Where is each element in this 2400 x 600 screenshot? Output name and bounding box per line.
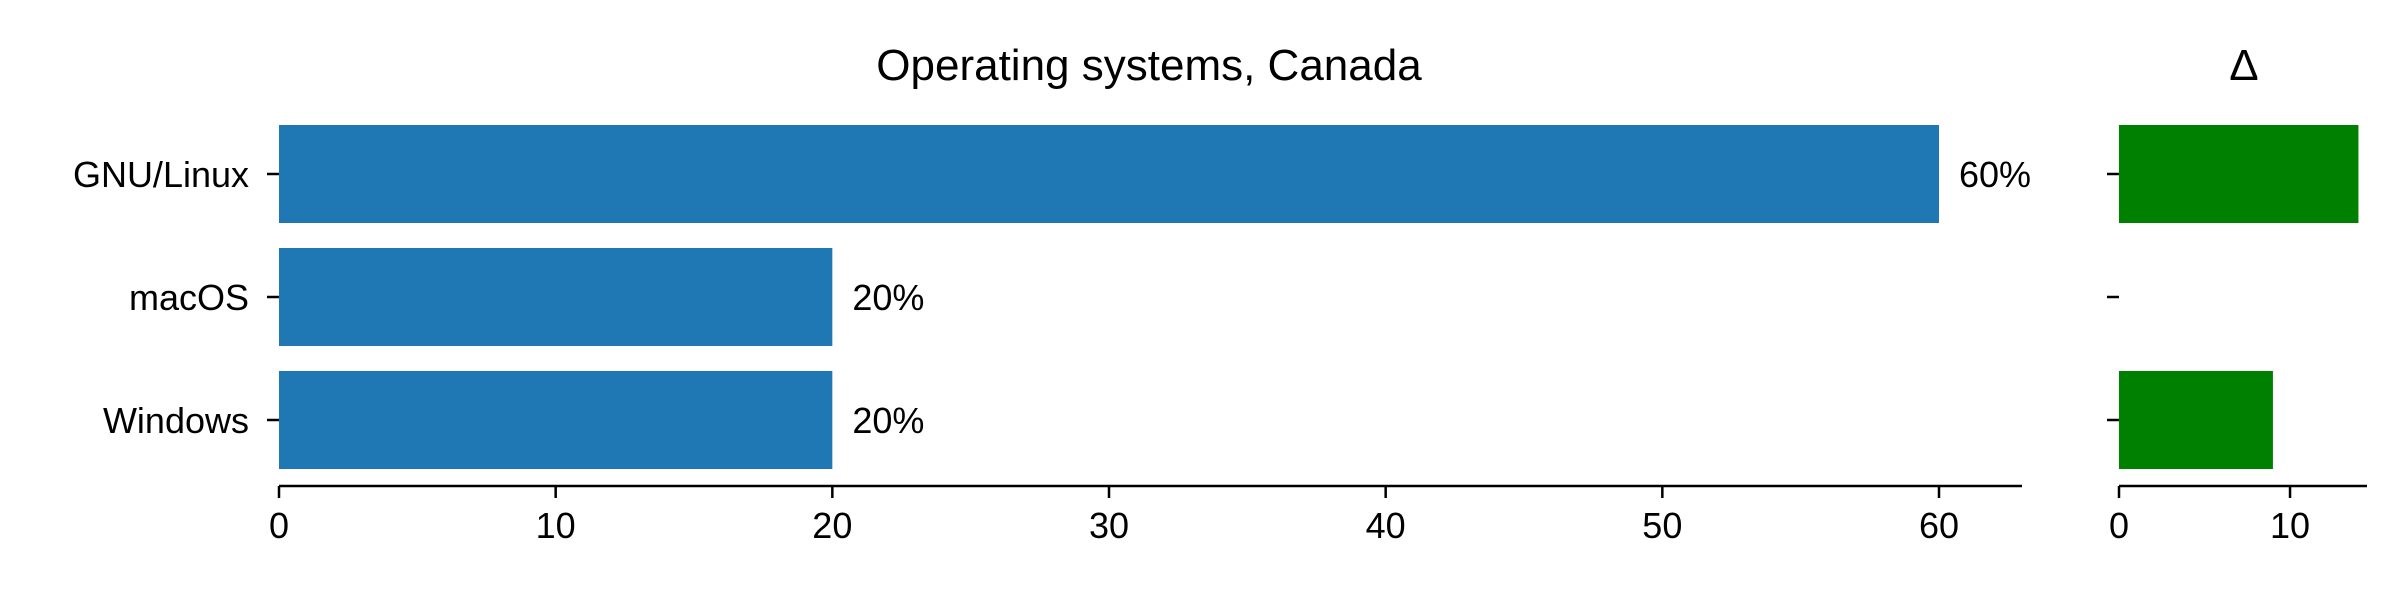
- delta-bar: [2119, 371, 2273, 469]
- x-tick-label: 50: [1642, 505, 1682, 546]
- x-tick-label: 0: [269, 505, 289, 546]
- bar: [279, 125, 1939, 223]
- data-label: 60%: [1959, 154, 2031, 195]
- x-tick-label: 40: [1366, 505, 1406, 546]
- bar: [279, 371, 833, 469]
- x-tick-label: 0: [2109, 505, 2129, 546]
- delta-chart-title: Δ: [2229, 41, 2258, 90]
- main-plot: GNU/Linux 60% macOS 20% Windows 20% 0 10 20 30 40 5…: [73, 125, 2031, 546]
- data-label: 20%: [852, 277, 924, 318]
- x-tick-label: 20: [812, 505, 852, 546]
- x-tick-label: 60: [1919, 505, 1959, 546]
- category-label: Windows: [103, 400, 249, 441]
- delta-bar: [2119, 125, 2359, 223]
- category-label: macOS: [129, 277, 249, 318]
- x-tick-label: 10: [536, 505, 576, 546]
- category-label: GNU/Linux: [73, 154, 249, 195]
- x-tick-label: 30: [1089, 505, 1129, 546]
- main-chart-title: Operating systems, Canada: [876, 41, 1422, 90]
- x-tick-label: 10: [2270, 505, 2310, 546]
- bar: [279, 248, 833, 346]
- data-label: 20%: [852, 400, 924, 441]
- delta-plot: 0 10: [2107, 125, 2367, 546]
